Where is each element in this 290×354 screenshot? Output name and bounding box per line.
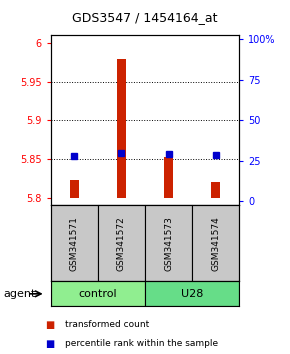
Bar xyxy=(211,182,220,198)
Bar xyxy=(145,281,239,306)
Bar xyxy=(70,180,79,198)
Bar xyxy=(164,157,173,198)
Text: agent: agent xyxy=(3,289,35,299)
Text: GDS3547 / 1454164_at: GDS3547 / 1454164_at xyxy=(72,11,218,24)
Text: percentile rank within the sample: percentile rank within the sample xyxy=(65,339,218,348)
Bar xyxy=(51,205,98,281)
Bar xyxy=(51,281,145,306)
Text: ■: ■ xyxy=(45,320,54,330)
Bar xyxy=(117,59,126,198)
Text: GSM341572: GSM341572 xyxy=(117,216,126,271)
Text: ■: ■ xyxy=(45,339,54,349)
Text: U28: U28 xyxy=(181,289,203,299)
Text: GSM341574: GSM341574 xyxy=(211,216,220,271)
Bar xyxy=(192,205,239,281)
Text: GSM341573: GSM341573 xyxy=(164,216,173,271)
Text: transformed count: transformed count xyxy=(65,320,150,329)
Text: control: control xyxy=(79,289,117,299)
Bar xyxy=(98,205,145,281)
Bar xyxy=(145,205,192,281)
Text: GSM341571: GSM341571 xyxy=(70,216,79,271)
